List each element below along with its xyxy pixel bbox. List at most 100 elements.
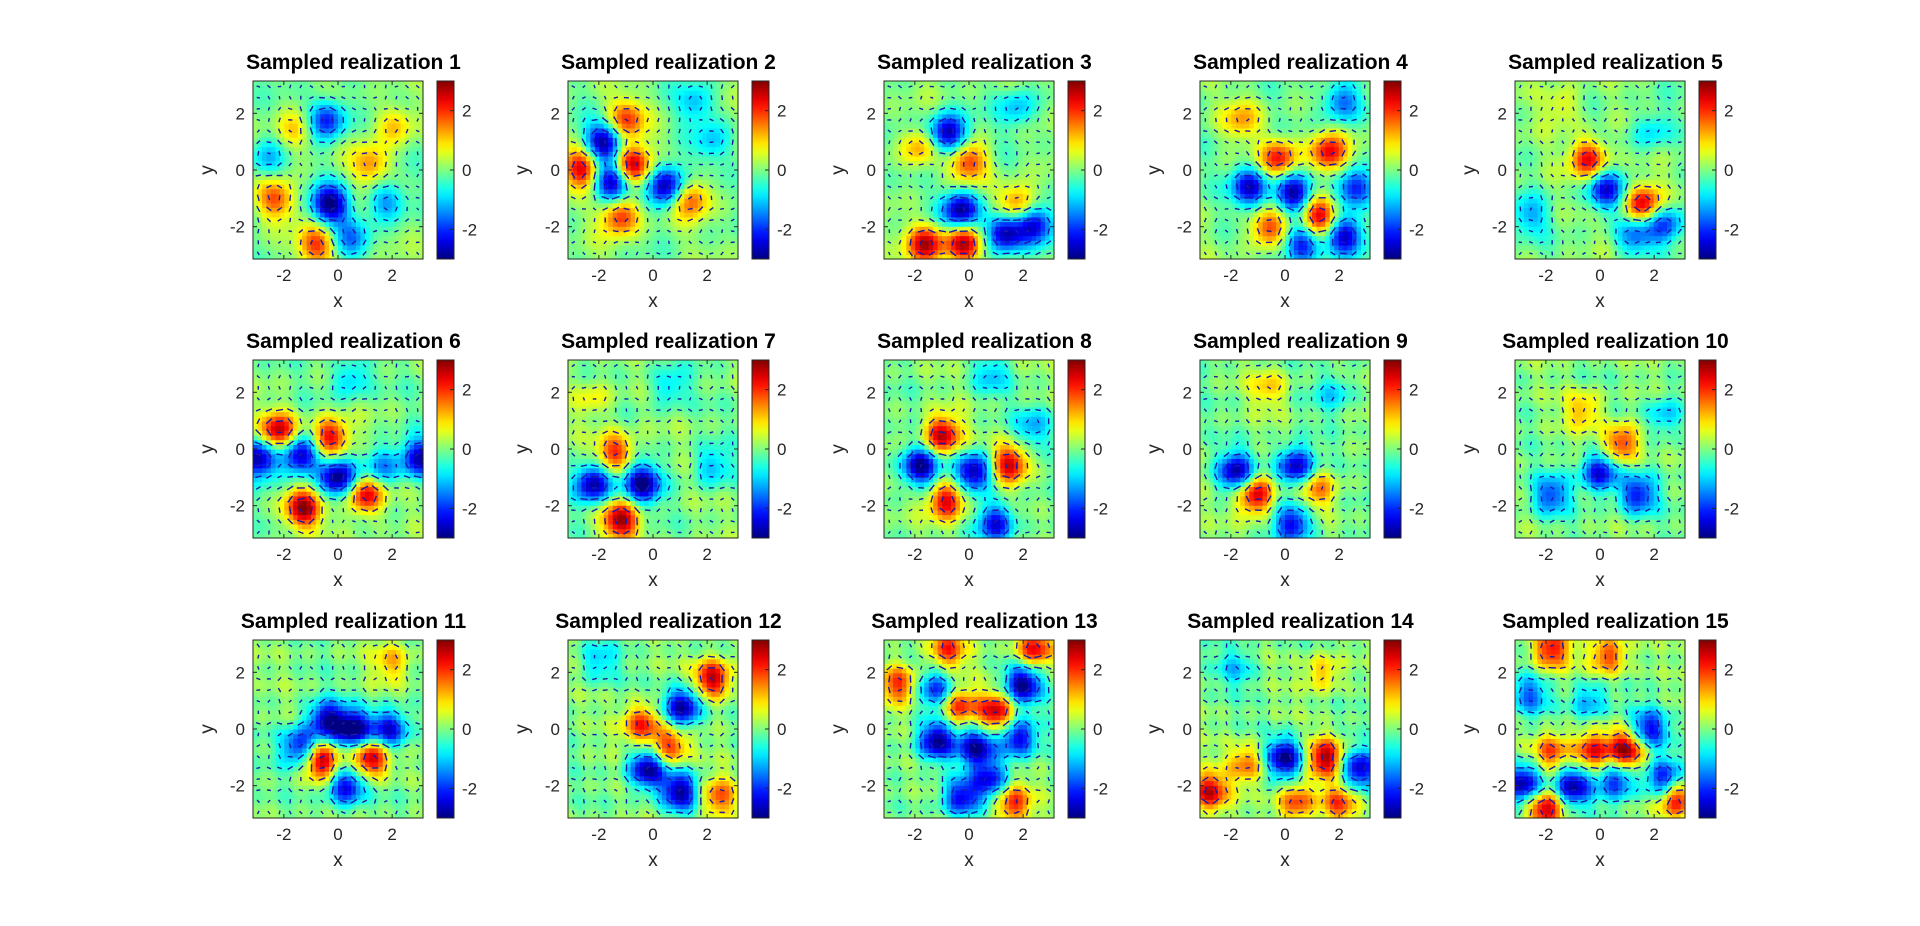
heatmap-cell [1045, 155, 1051, 162]
heatmap-cell [608, 235, 614, 241]
heatmap-cell [346, 151, 353, 157]
heatmap-cell [414, 202, 420, 209]
heatmap-cell [973, 104, 979, 110]
heatmap-cell [288, 179, 294, 185]
heatmap-cell [333, 174, 339, 180]
heatmap-cell [306, 207, 312, 213]
heatmap-cell [644, 90, 650, 96]
quiver-arrow [687, 85, 693, 88]
heatmap-cell [924, 244, 930, 251]
heatmap-cell [253, 249, 259, 255]
heatmap-cell [1009, 127, 1015, 134]
heatmap-cell [991, 170, 997, 176]
heatmap-cell [284, 160, 290, 166]
heatmap-cell [639, 95, 645, 101]
heatmap-cell [617, 188, 623, 195]
heatmap-cell [279, 109, 285, 115]
heatmap-cell [585, 230, 591, 237]
heatmap-cell [320, 216, 326, 223]
heatmap-cell [884, 155, 890, 162]
heatmap-cell [1045, 90, 1051, 96]
heatmap-cell [1027, 141, 1033, 148]
heatmap-cell [253, 132, 259, 138]
heatmap-cell [933, 155, 939, 162]
heatmap-cell [594, 174, 600, 180]
heatmap-cell [729, 99, 735, 106]
quiver-arrow [699, 229, 703, 234]
quiver-arrow [308, 251, 315, 256]
heatmap-cell [706, 184, 712, 190]
heatmap-cell [951, 109, 957, 115]
heatmap-cell [568, 212, 574, 218]
heatmap-cell [320, 113, 326, 120]
heatmap-cell [338, 81, 344, 87]
heatmap-cell [1000, 141, 1006, 148]
heatmap-cell [257, 141, 263, 148]
heatmap-cell [1049, 212, 1055, 218]
heatmap-cell [991, 212, 997, 218]
heatmap-cell [418, 113, 424, 120]
heatmap-cell [603, 95, 609, 101]
heatmap-cell [888, 249, 894, 255]
heatmap-cell [1031, 198, 1037, 204]
heatmap-cell [1013, 85, 1019, 91]
heatmap-cell [364, 249, 370, 255]
heatmap-cell [311, 95, 317, 101]
heatmap-cell [320, 155, 326, 162]
heatmap-cell [991, 174, 997, 180]
heatmap-cell [995, 188, 1001, 195]
heatmap-cell [585, 170, 591, 176]
heatmap-cell [315, 249, 321, 255]
heatmap-cell [951, 188, 957, 195]
heatmap-cell [572, 212, 578, 218]
heatmap-cell [884, 99, 890, 106]
heatmap-cell [396, 179, 402, 185]
heatmap-cell [324, 240, 330, 246]
heatmap-cell [639, 193, 645, 199]
quiver-arrow [362, 218, 367, 222]
heatmap-cell [919, 230, 925, 237]
heatmap-cell [373, 113, 379, 120]
heatmap-cell [635, 230, 641, 237]
quiver-arrow [908, 107, 913, 111]
quiver-arrow [581, 138, 587, 147]
heatmap-cell [915, 85, 921, 91]
heatmap-cell [378, 146, 384, 152]
heatmap-cell [414, 99, 420, 106]
heatmap-cell [355, 207, 361, 213]
heatmap-cell [405, 244, 411, 251]
heatmap-cell [306, 137, 312, 143]
heatmap-cell [1022, 146, 1028, 152]
heatmap-cell [711, 249, 717, 255]
heatmap-cell [661, 240, 668, 246]
heatmap-cell [915, 254, 921, 260]
heatmap-cell [1031, 141, 1037, 148]
heatmap-cell [568, 95, 574, 101]
heatmap-cell [418, 118, 424, 124]
heatmap-cell [329, 221, 335, 227]
heatmap-cell [369, 198, 375, 204]
heatmap-cell [697, 104, 703, 110]
heatmap-cell [414, 109, 420, 115]
heatmap-cell [675, 226, 681, 232]
heatmap-cell [266, 113, 272, 120]
heatmap-cell [644, 235, 650, 241]
quiver-arrow [405, 173, 409, 178]
heatmap-cell [906, 146, 912, 152]
heatmap-cell [603, 188, 609, 195]
heatmap-cell [666, 174, 672, 180]
heatmap-cell [906, 123, 912, 129]
heatmap-cell [594, 99, 600, 106]
heatmap-cell [261, 151, 268, 157]
heatmap-cell [626, 202, 632, 209]
quiver-arrow [720, 163, 725, 166]
heatmap-cell [568, 216, 574, 223]
heatmap-cell [572, 85, 578, 91]
quiver-arrow [405, 117, 409, 123]
heatmap-cell [1031, 193, 1037, 199]
heatmap-cell [915, 127, 921, 134]
heatmap-cell [630, 249, 636, 255]
heatmap-cell [951, 170, 957, 176]
heatmap-cell [639, 118, 645, 124]
heatmap-cell [693, 118, 699, 124]
